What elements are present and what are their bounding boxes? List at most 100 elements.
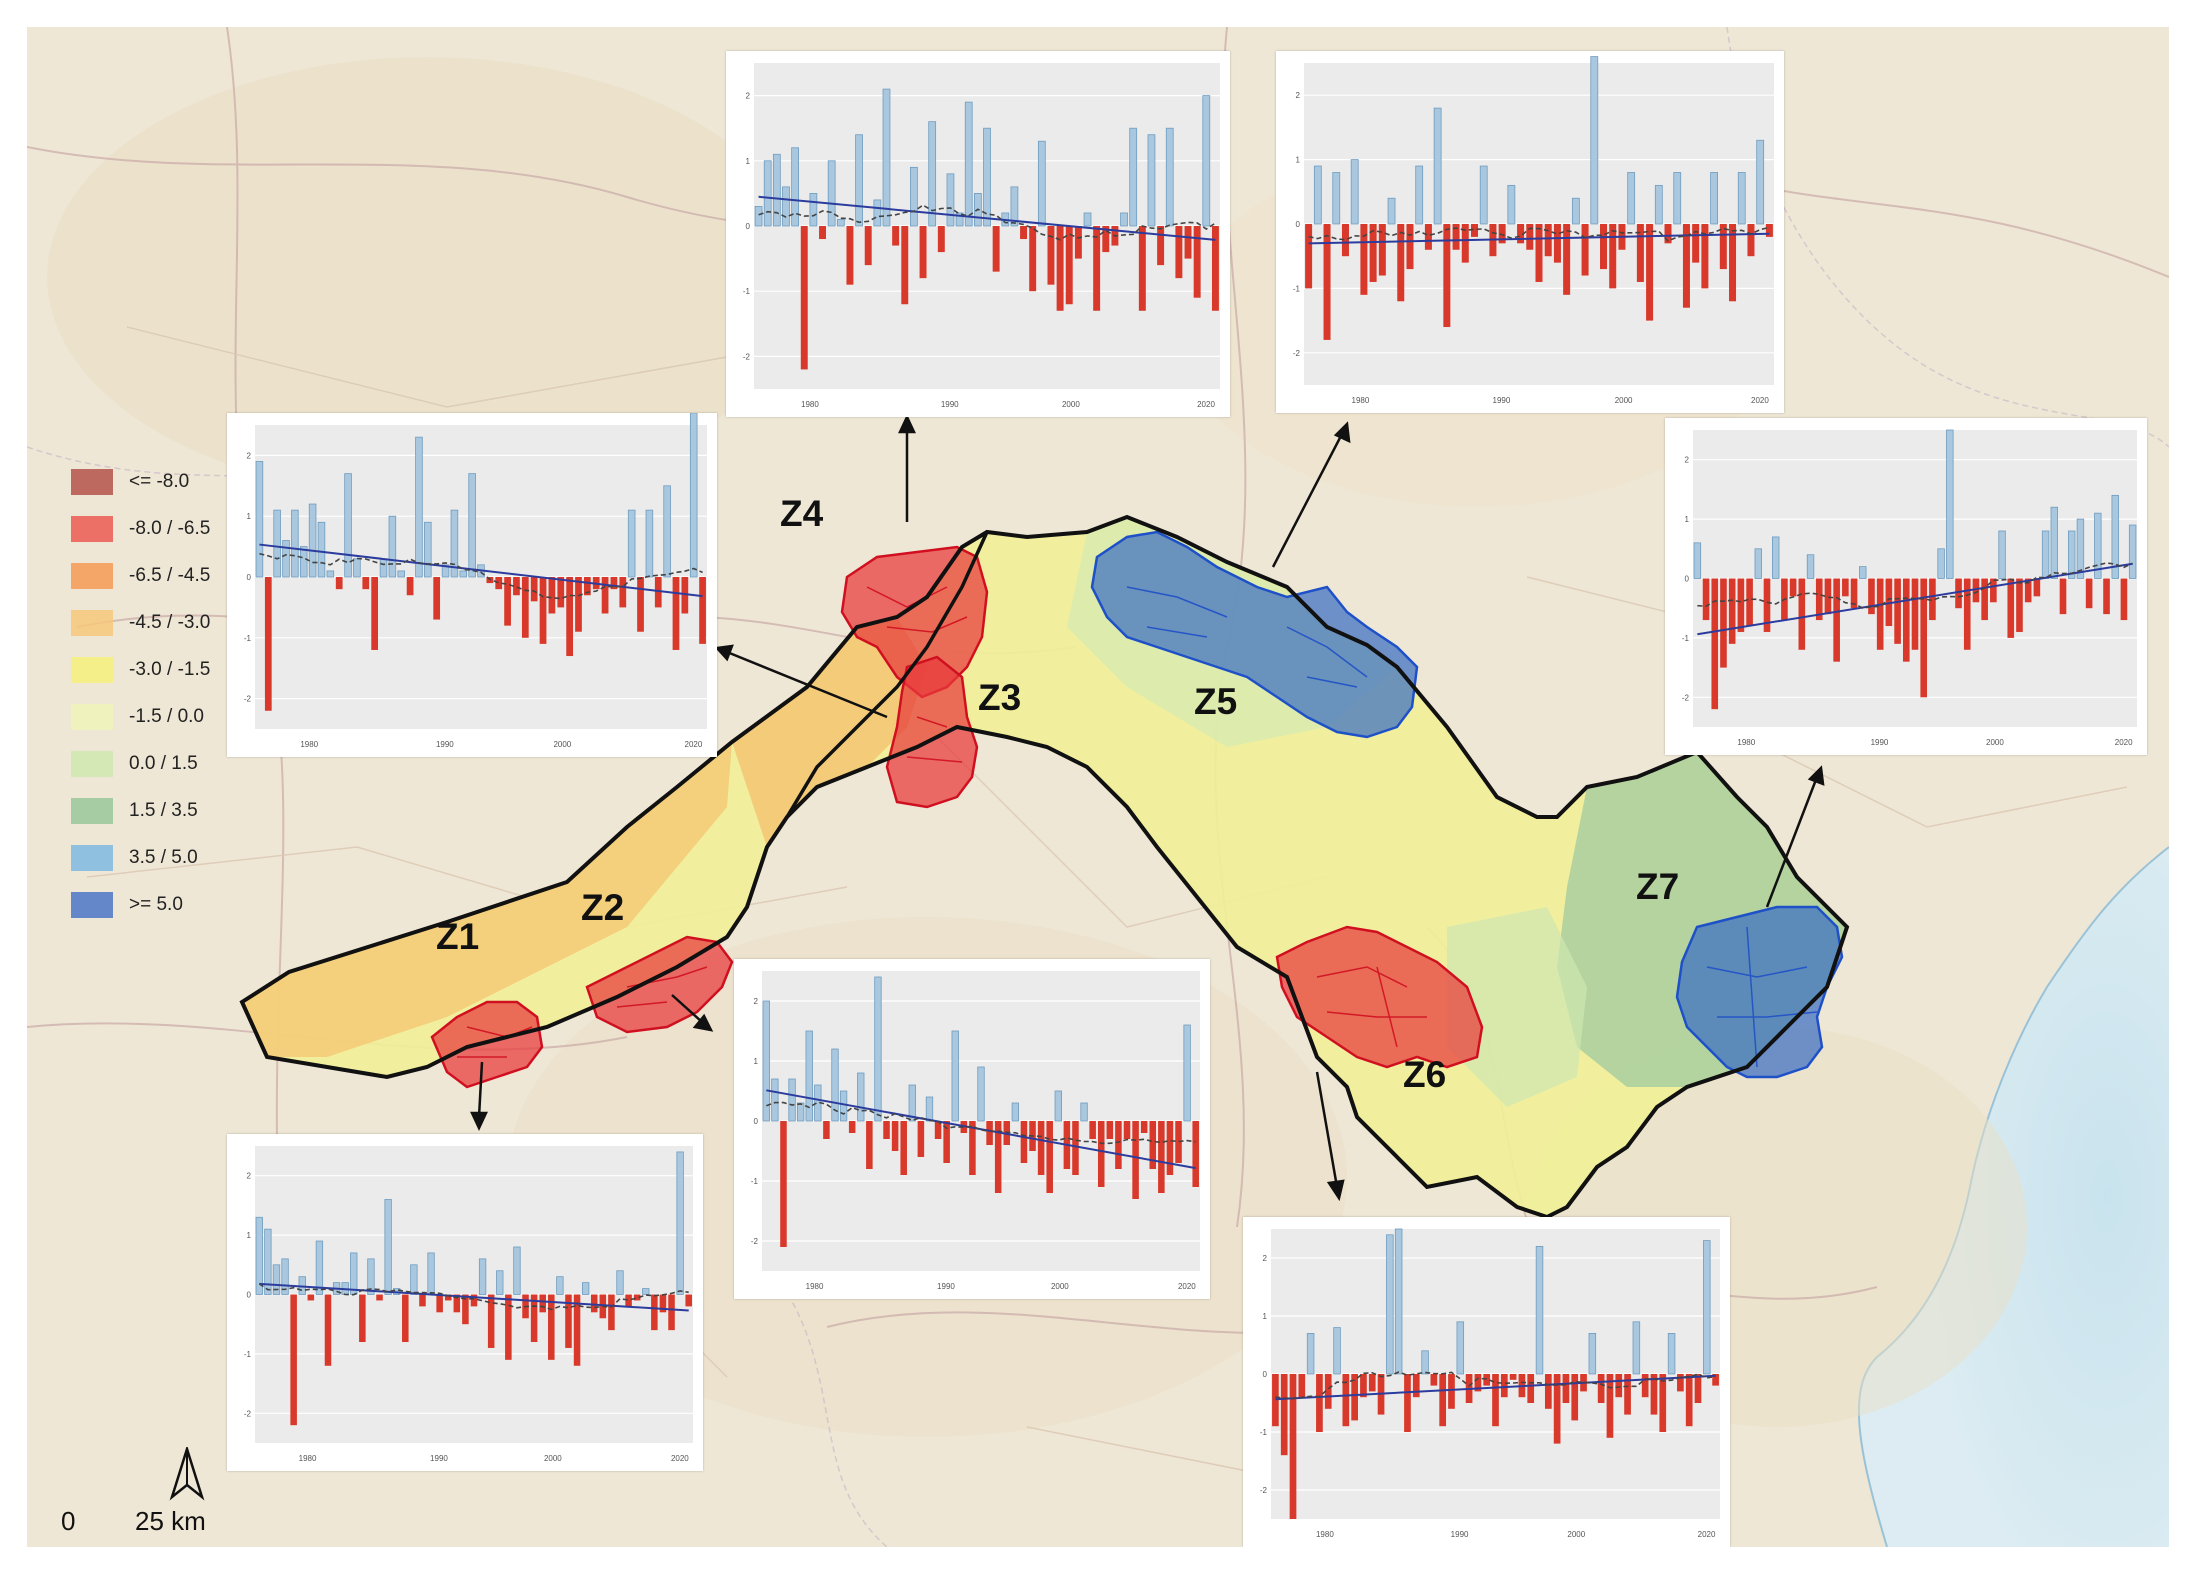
negative-bar <box>1074 226 1082 259</box>
y-tick-label: 1 <box>1263 1312 1268 1321</box>
positive-bar <box>415 436 423 578</box>
north-arrow-icon <box>169 1444 205 1508</box>
negative-bar <box>1636 224 1644 282</box>
positive-bar <box>1202 95 1211 227</box>
negative-bar <box>530 577 538 602</box>
positive-bar <box>291 509 299 578</box>
negative-bar <box>1097 1121 1105 1187</box>
negative-bar <box>1902 578 1910 662</box>
positive-bar <box>839 1090 848 1122</box>
negative-bar <box>1474 1374 1482 1392</box>
positive-bar <box>1456 1321 1465 1375</box>
x-tick-label: 2020 <box>2115 738 2133 747</box>
negative-bar <box>699 577 706 644</box>
negative-bar <box>1920 578 1928 698</box>
negative-bar <box>1868 578 1875 615</box>
negative-bar <box>2103 578 2110 615</box>
x-tick-label: 2020 <box>1178 1282 1196 1291</box>
positive-bar <box>1667 1333 1676 1375</box>
legend-swatch <box>71 704 113 730</box>
chart-svg: 2 1 0 -1 -2 1980 1990 2000 2020 <box>1293 56 1774 405</box>
negative-bar <box>1990 578 1997 603</box>
x-tick-label: 1990 <box>1493 396 1511 405</box>
map-frame: <= -8.0 -8.0 / -6.5 -6.5 / -4.5 -4.5 / -… <box>27 27 2169 1547</box>
negative-bar <box>1763 578 1771 632</box>
negative-bar <box>2024 578 2032 603</box>
negative-bar <box>1500 1374 1508 1398</box>
legend-swatch <box>71 657 113 683</box>
negative-bar <box>917 1121 925 1157</box>
negative-bar <box>608 1294 615 1331</box>
negative-bar <box>1102 226 1110 253</box>
negative-bar <box>1876 578 1884 650</box>
y-tick-label: 0 <box>1685 575 1690 584</box>
negative-bar <box>1280 1374 1288 1456</box>
negative-bar <box>994 1121 1002 1193</box>
negative-bar <box>1397 224 1405 302</box>
negative-bar <box>1020 226 1028 240</box>
positive-bar <box>273 509 281 578</box>
positive-bar <box>676 1151 684 1295</box>
legend-label: -3.0 / -1.5 <box>129 659 211 680</box>
negative-bar <box>1746 578 1753 627</box>
negative-bar <box>866 1121 873 1169</box>
negative-bar <box>1694 1374 1702 1403</box>
negative-bar <box>1737 578 1745 632</box>
basin-outline <box>239 514 1850 1220</box>
negative-bar <box>637 577 644 632</box>
legend-label: 0.0 / 1.5 <box>129 753 198 774</box>
x-tick-label: 2000 <box>544 1454 562 1463</box>
negative-bar <box>324 1294 332 1366</box>
negative-bar <box>823 1121 830 1139</box>
negative-bar <box>1138 226 1146 311</box>
negative-bar <box>444 1294 452 1301</box>
negative-bar <box>1046 1121 1053 1193</box>
negative-bar <box>651 1294 658 1331</box>
negative-bar <box>1323 224 1331 340</box>
negative-bar <box>290 1294 297 1426</box>
negative-bar <box>1789 578 1797 597</box>
negative-bar <box>359 1294 366 1343</box>
negative-bar <box>846 226 854 285</box>
y-tick-label: -2 <box>244 1409 252 1418</box>
y-tick-label: 1 <box>1685 515 1690 524</box>
negative-bar <box>1624 1374 1631 1415</box>
legend-item: -8.0 / -6.5 <box>71 516 271 542</box>
positive-bar <box>983 127 991 227</box>
legend-item: >= 5.0 <box>71 892 271 918</box>
positive-bar <box>809 192 818 227</box>
positive-bar <box>1673 172 1682 225</box>
negative-bar <box>1047 226 1055 285</box>
zone-label-z7: Z7 <box>1636 866 1680 907</box>
negative-bar <box>969 1121 976 1175</box>
negative-bar <box>419 1294 426 1307</box>
y-tick-label: 0 <box>1296 220 1301 229</box>
negative-bar <box>1571 1374 1579 1421</box>
positive-bar <box>762 1000 770 1122</box>
positive-bar <box>827 160 836 227</box>
zone-label-z5: Z5 <box>1194 681 1238 722</box>
negative-bar <box>864 226 872 266</box>
negative-bar <box>371 577 379 650</box>
negative-bar <box>1972 578 1980 603</box>
negative-bar <box>1211 226 1219 311</box>
positive-bar <box>344 473 352 578</box>
positive-bar <box>882 88 891 227</box>
zone-label-z1: Z1 <box>436 916 480 957</box>
negative-bar <box>1360 224 1368 295</box>
y-tick-label: 0 <box>247 573 252 582</box>
y-tick-label: 1 <box>754 1057 759 1066</box>
positive-bar <box>1588 1333 1597 1375</box>
negative-bar <box>462 1294 469 1325</box>
zone-z3-area <box>885 655 979 809</box>
negative-bar <box>672 577 680 650</box>
negative-bar <box>610 577 618 590</box>
positive-bar <box>581 1282 590 1295</box>
y-tick-label: -2 <box>751 1237 759 1246</box>
positive-bar <box>771 1078 779 1122</box>
x-tick-label: 2000 <box>1986 738 2004 747</box>
legend-label: -6.5 / -4.5 <box>129 565 211 586</box>
positive-bar <box>1535 1245 1544 1375</box>
x-tick-label: 2000 <box>553 740 571 749</box>
trend-line <box>1275 1374 1716 1401</box>
